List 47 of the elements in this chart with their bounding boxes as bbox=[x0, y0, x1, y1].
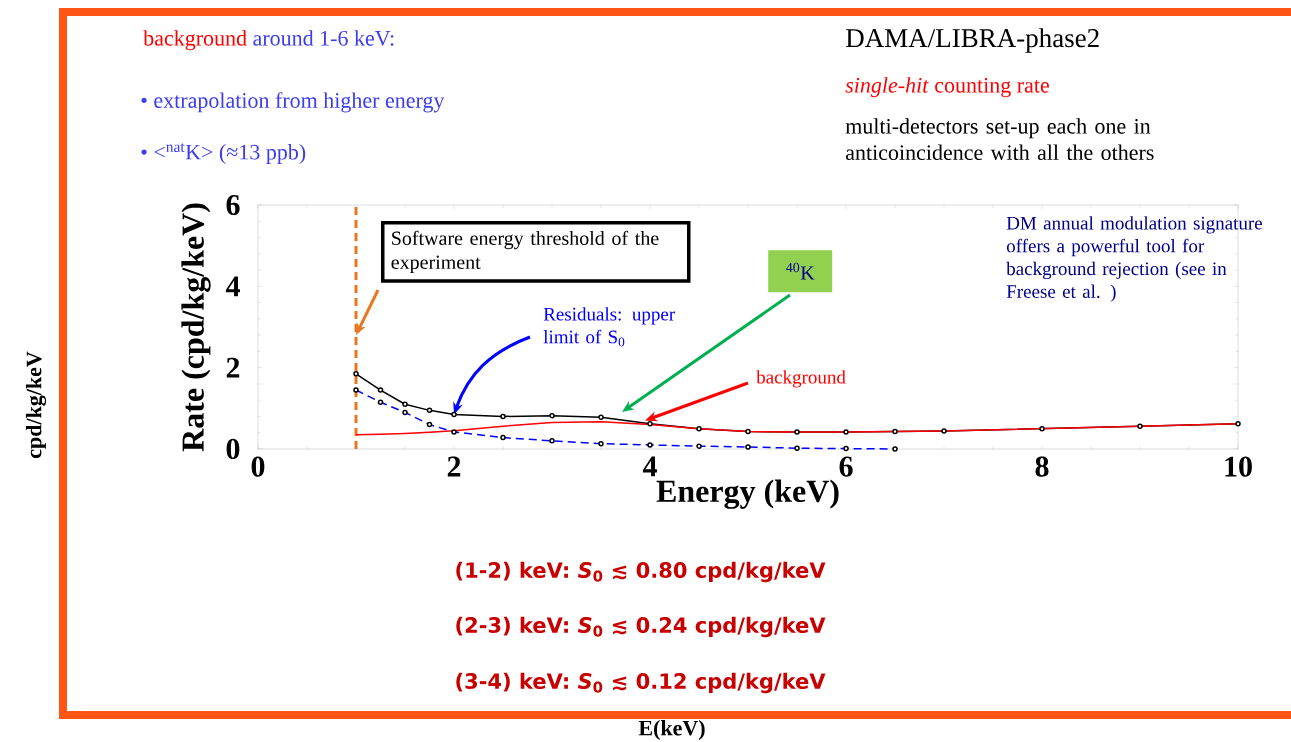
x-tick-label: 0 bbox=[251, 456, 265, 477]
x-tick-label: 6 bbox=[839, 456, 853, 477]
text: • extrapolation from higher energy bbox=[141, 92, 445, 113]
text: cpd/kg/keV bbox=[25, 351, 47, 459]
y-tick-label: 2 bbox=[226, 357, 240, 378]
text: (2-3) keV: S$_{0}$ ≲ 0.24 cpd/kg/keV bbox=[456, 616, 826, 638]
point bbox=[1235, 421, 1241, 427]
point bbox=[745, 428, 751, 435]
point bbox=[941, 428, 947, 434]
text: around 1-6 keV: bbox=[253, 30, 394, 46]
point bbox=[1039, 425, 1045, 432]
x-tick-label: 10 bbox=[1225, 456, 1252, 477]
y-axis-title: Rate (cpd/kg/keV) bbox=[181, 203, 211, 452]
point bbox=[892, 428, 898, 435]
point bbox=[598, 414, 604, 421]
text: (1-2) keV: S$_{0}$ ≲ 0.80 cpd/kg/keV bbox=[456, 561, 826, 583]
point bbox=[647, 421, 653, 427]
point bbox=[500, 413, 506, 420]
point bbox=[377, 387, 384, 393]
point bbox=[794, 429, 800, 435]
x-axis-title: Energy (keV) bbox=[656, 479, 839, 509]
point bbox=[1137, 423, 1143, 429]
point bbox=[353, 371, 359, 377]
annotation: background bbox=[756, 370, 846, 388]
text: • <$^{nat}$K> (≈13 ppb) bbox=[141, 143, 306, 165]
text: multi-detectors set-up each one in anticoincidence with all the others bbox=[845, 118, 1154, 161]
x-tick-label: 2 bbox=[447, 456, 461, 477]
x-tick-label: 4 bbox=[642, 456, 657, 477]
y-tick-label: 0 bbox=[226, 438, 240, 460]
annotation: DM annual modulation signature offers a powerful tool for background rejection (see in Freese et al. ) bbox=[1006, 216, 1263, 302]
text: background bbox=[143, 30, 247, 51]
point bbox=[843, 429, 849, 435]
point bbox=[402, 401, 408, 408]
annotation: Residuals: upper limit of S$_{0}$ bbox=[543, 307, 675, 347]
text: DAMA/LIBRA-phase2 bbox=[845, 28, 1099, 53]
text: E(keV) bbox=[638, 720, 705, 740]
annotation: Software energy threshold of the experiment bbox=[391, 230, 659, 274]
y-tick-label: 4 bbox=[225, 276, 240, 297]
point bbox=[696, 425, 702, 432]
point bbox=[426, 407, 433, 414]
y-tick-label: 6 bbox=[226, 194, 240, 216]
point bbox=[549, 412, 555, 419]
x-tick-label: 8 bbox=[1035, 456, 1049, 477]
point bbox=[451, 411, 457, 418]
text: single-hit counting rate bbox=[845, 77, 1049, 98]
text: (3-4) keV: S$_{0}$ ≲ 0.12 cpd/kg/keV bbox=[456, 672, 826, 694]
annotation: $^{40}$K bbox=[786, 262, 815, 280]
